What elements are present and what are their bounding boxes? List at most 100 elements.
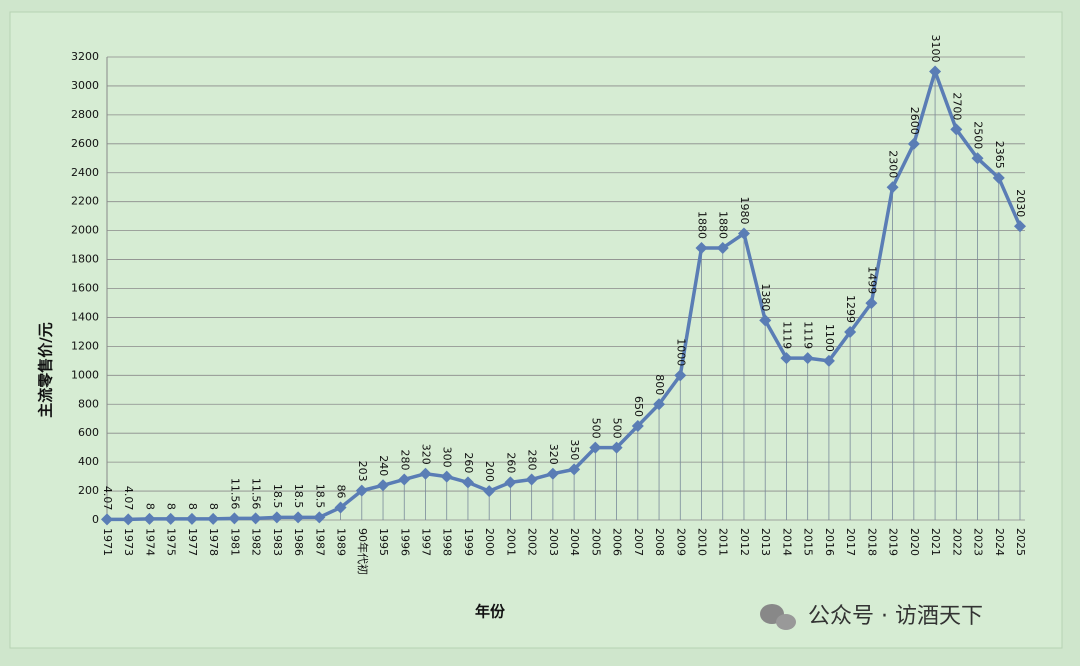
x-tick-label: 2025 [1014, 528, 1027, 556]
marker [886, 181, 899, 194]
value-label: 300 [441, 447, 454, 468]
value-label: 3100 [929, 34, 942, 62]
x-tick-label: 2022 [950, 528, 963, 556]
value-label: 2600 [908, 107, 921, 135]
marker [929, 65, 942, 78]
marker [164, 512, 177, 525]
y-tick-label: 600 [78, 426, 99, 439]
marker [504, 476, 517, 489]
y-axis-label: 主流零售价/元 [37, 322, 55, 417]
x-tick-label: 1999 [462, 528, 475, 556]
marker [695, 241, 708, 254]
marker [737, 227, 750, 240]
x-tick-label: 1989 [335, 528, 348, 556]
marker [844, 326, 857, 339]
x-tick-label: 2000 [483, 528, 496, 556]
x-tick-label: 1982 [250, 528, 263, 556]
value-label: 8 [165, 503, 178, 510]
value-label: 1100 [823, 324, 836, 352]
value-label: 240 [377, 455, 390, 476]
value-label: 1119 [802, 321, 815, 349]
value-label: 8 [207, 503, 220, 510]
marker [971, 152, 984, 165]
value-label: 1980 [738, 197, 751, 225]
value-label: 86 [335, 485, 348, 499]
value-label: 2500 [972, 121, 985, 149]
value-label: 18.5 [313, 484, 326, 509]
x-tick-label: 2010 [696, 528, 709, 556]
y-tick-label: 3200 [71, 50, 99, 63]
x-tick-label: 1981 [228, 528, 241, 556]
x-tick-label: 1974 [143, 528, 156, 556]
value-label: 280 [398, 449, 411, 470]
marker [589, 441, 602, 454]
marker [440, 470, 453, 483]
marker [568, 463, 581, 476]
y-tick-label: 1200 [71, 339, 99, 352]
x-tick-label: 1975 [165, 528, 178, 556]
value-label: 11.56 [228, 478, 241, 510]
x-tick-label: 1987 [313, 528, 326, 556]
chart-background [9, 11, 1063, 649]
marker [461, 476, 474, 489]
x-tick-label: 2003 [547, 528, 560, 556]
value-label: 280 [526, 449, 539, 470]
value-label: 203 [356, 461, 369, 482]
x-tick-label: 2020 [908, 528, 921, 556]
y-tick-label: 1800 [71, 253, 99, 266]
marker [780, 352, 793, 365]
x-tick-label: 2017 [844, 528, 857, 556]
x-tick-label: 1996 [398, 528, 411, 556]
value-label: 320 [419, 444, 432, 465]
y-tick-label: 200 [78, 484, 99, 497]
marker [992, 171, 1005, 184]
x-tick-label: 2016 [823, 528, 836, 556]
y-tick-label: 2400 [71, 166, 99, 179]
marker [759, 314, 772, 327]
value-label: 4.07 [122, 486, 135, 511]
x-tick-label: 2002 [526, 528, 539, 556]
x-tick-label: 2019 [887, 528, 900, 556]
x-tick-label: 1986 [292, 528, 305, 556]
value-label: 4.07 [101, 486, 114, 511]
marker [377, 479, 390, 492]
value-label: 1880 [717, 211, 730, 239]
x-tick-label: 2004 [568, 528, 581, 556]
marker [801, 352, 814, 365]
value-label: 1119 [780, 321, 793, 349]
marker [483, 485, 496, 498]
value-label: 350 [568, 439, 581, 460]
x-tick-label: 90年代初 [356, 528, 370, 575]
marker [334, 501, 347, 514]
x-tick-label: 1971 [101, 528, 114, 556]
marker [950, 123, 963, 136]
marker [185, 512, 198, 525]
y-tick-label: 1600 [71, 282, 99, 295]
x-tick-label: 1995 [377, 528, 390, 556]
x-tick-label: 2021 [929, 528, 942, 556]
marker [249, 512, 262, 525]
y-tick-label: 2000 [71, 224, 99, 237]
y-tick-label: 2200 [71, 195, 99, 208]
x-tick-label: 2006 [611, 528, 624, 556]
marker [313, 511, 326, 524]
marker [907, 137, 920, 150]
value-label: 2030 [1014, 189, 1027, 217]
value-label: 1880 [696, 211, 709, 239]
x-tick-label: 2001 [504, 528, 517, 556]
x-tick-label: 2018 [865, 528, 878, 556]
y-tick-label: 2600 [71, 137, 99, 150]
marker [546, 467, 559, 480]
x-tick-label: 2011 [717, 528, 730, 556]
y-tick-label: 3000 [71, 79, 99, 92]
marker [631, 419, 644, 432]
value-label: 260 [504, 452, 517, 473]
x-tick-label: 2014 [780, 528, 793, 556]
marker [122, 513, 135, 526]
y-tick-label: 0 [92, 513, 99, 526]
y-tick-label: 1400 [71, 310, 99, 323]
x-tick-label: 2009 [674, 528, 687, 556]
value-label: 8 [143, 503, 156, 510]
value-label: 500 [589, 418, 602, 439]
